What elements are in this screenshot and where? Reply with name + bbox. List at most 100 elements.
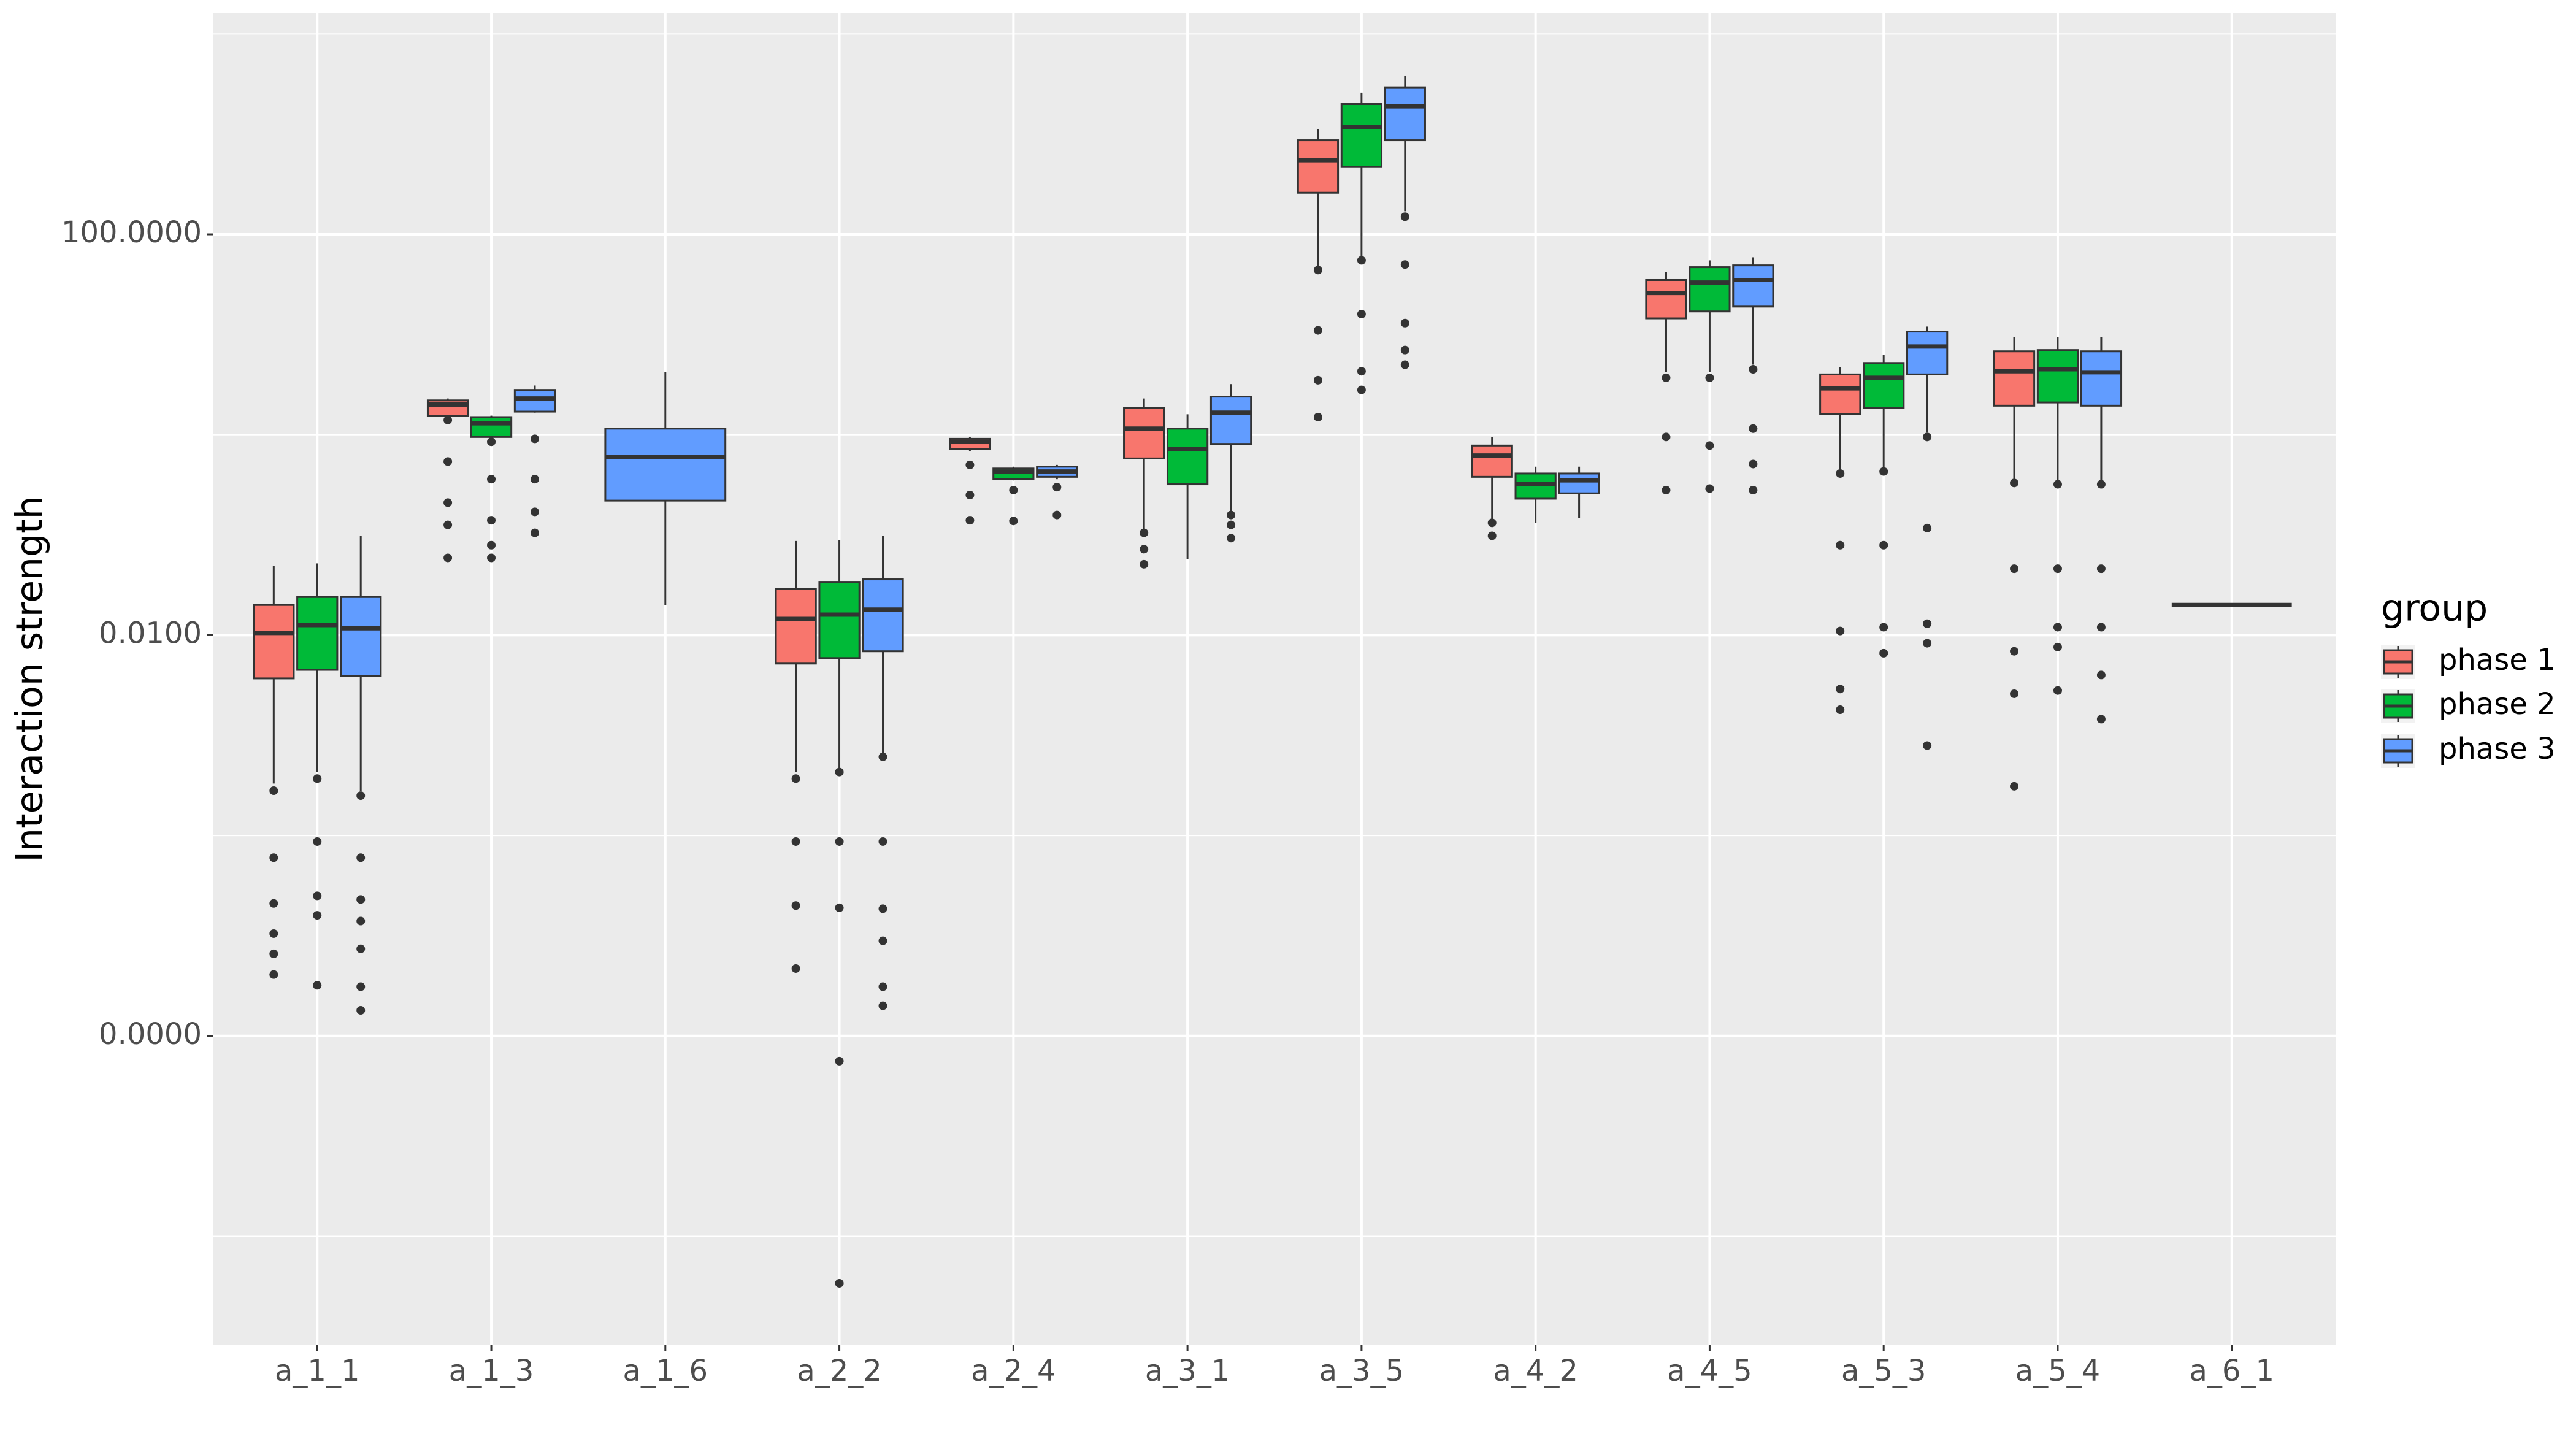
outlier — [2096, 670, 2106, 680]
x-tick-label: a_4_2 — [1493, 1354, 1578, 1388]
outlier — [1052, 483, 1062, 492]
legend-label: phase 2 — [2439, 687, 2556, 721]
outlier — [487, 516, 496, 525]
box — [1689, 266, 1731, 313]
outlier — [269, 899, 278, 908]
outlier — [1749, 486, 1758, 495]
outlier — [530, 507, 539, 517]
x-tick-label: a_2_2 — [797, 1354, 882, 1388]
outlier — [530, 434, 539, 444]
outlier — [2010, 478, 2019, 488]
outlier — [2053, 623, 2062, 632]
x-tick-label: a_3_5 — [1319, 1354, 1405, 1388]
box — [2080, 350, 2123, 407]
outlier — [1140, 528, 1149, 537]
outlier — [1357, 385, 1366, 394]
outlier — [878, 904, 887, 913]
outlier — [1227, 520, 1236, 529]
outlier — [313, 911, 322, 920]
x-tick-label: a_6_1 — [2189, 1354, 2274, 1388]
outlier — [530, 475, 539, 484]
legend-title: group — [2381, 587, 2488, 630]
outlier — [1357, 367, 1366, 376]
outlier — [1836, 540, 1845, 550]
outlier — [1836, 705, 1845, 715]
legend-label: phase 1 — [2439, 643, 2556, 677]
outlier — [1227, 510, 1236, 520]
box — [1819, 373, 1861, 415]
outlier — [878, 1001, 887, 1010]
outlier — [1923, 432, 1932, 442]
outlier — [356, 916, 366, 926]
x-tick-label: a_4_5 — [1667, 1354, 1752, 1388]
outlier — [1400, 260, 1409, 269]
outlier — [2096, 480, 2106, 489]
outlier — [1400, 360, 1409, 369]
outlier — [791, 774, 800, 783]
x-tick-label: a_5_3 — [1841, 1354, 1926, 1388]
outlier — [878, 837, 887, 846]
outlier — [487, 437, 496, 447]
outlier — [1923, 619, 1932, 628]
outlier — [1923, 523, 1932, 532]
outlier — [1923, 741, 1932, 750]
x-tick-label: a_3_1 — [1145, 1354, 1230, 1388]
outlier — [1313, 375, 1322, 385]
box — [470, 416, 513, 438]
x-tick-label: a_1_6 — [623, 1354, 708, 1388]
box — [1645, 278, 1687, 320]
outlier — [530, 528, 539, 537]
outlier — [487, 475, 496, 484]
outlier — [269, 929, 278, 938]
outlier — [1879, 467, 1888, 476]
box — [604, 428, 727, 502]
outlier — [1879, 648, 1888, 658]
outlier — [2096, 623, 2106, 632]
outlier — [878, 936, 887, 945]
outlier — [2010, 782, 2019, 791]
outlier — [1836, 469, 1845, 478]
outlier — [835, 1056, 844, 1066]
outlier — [443, 553, 453, 563]
outlier — [1487, 518, 1497, 528]
outlier — [1879, 540, 1888, 550]
box — [775, 588, 817, 665]
outlier — [1705, 484, 1714, 493]
box — [1993, 350, 2036, 407]
outlier — [356, 895, 366, 904]
outlier — [1749, 424, 1758, 433]
outlier — [313, 891, 322, 901]
box — [2036, 349, 2079, 404]
outlier — [835, 837, 844, 846]
outlier — [1313, 412, 1322, 421]
y-tick-label: 0.0100 — [99, 616, 202, 650]
outlier — [1140, 545, 1149, 554]
outlier — [356, 853, 366, 862]
outlier — [1400, 345, 1409, 355]
outlier — [878, 982, 887, 991]
box — [1166, 428, 1209, 486]
outlier — [443, 457, 453, 466]
box — [1340, 103, 1383, 168]
outlier — [1009, 486, 1018, 495]
outlier — [1749, 459, 1758, 469]
outlier — [2010, 564, 2019, 574]
outlier — [965, 516, 975, 525]
box — [1471, 444, 1513, 478]
outlier — [1009, 517, 1018, 526]
outlier — [835, 903, 844, 912]
outlier — [835, 767, 844, 777]
outlier — [443, 520, 453, 529]
box — [1123, 407, 1165, 459]
box — [862, 578, 904, 653]
box — [296, 596, 339, 671]
outlier — [1487, 531, 1497, 540]
x-tick-label: a_5_4 — [2015, 1354, 2101, 1388]
outlier — [1662, 486, 1671, 495]
outlier — [356, 944, 366, 953]
x-tick-label: a_1_1 — [275, 1354, 360, 1388]
outlier — [2010, 689, 2019, 698]
outlier — [1313, 266, 1322, 275]
outlier — [443, 498, 453, 507]
y-tick-label: 100.0000 — [61, 215, 202, 250]
